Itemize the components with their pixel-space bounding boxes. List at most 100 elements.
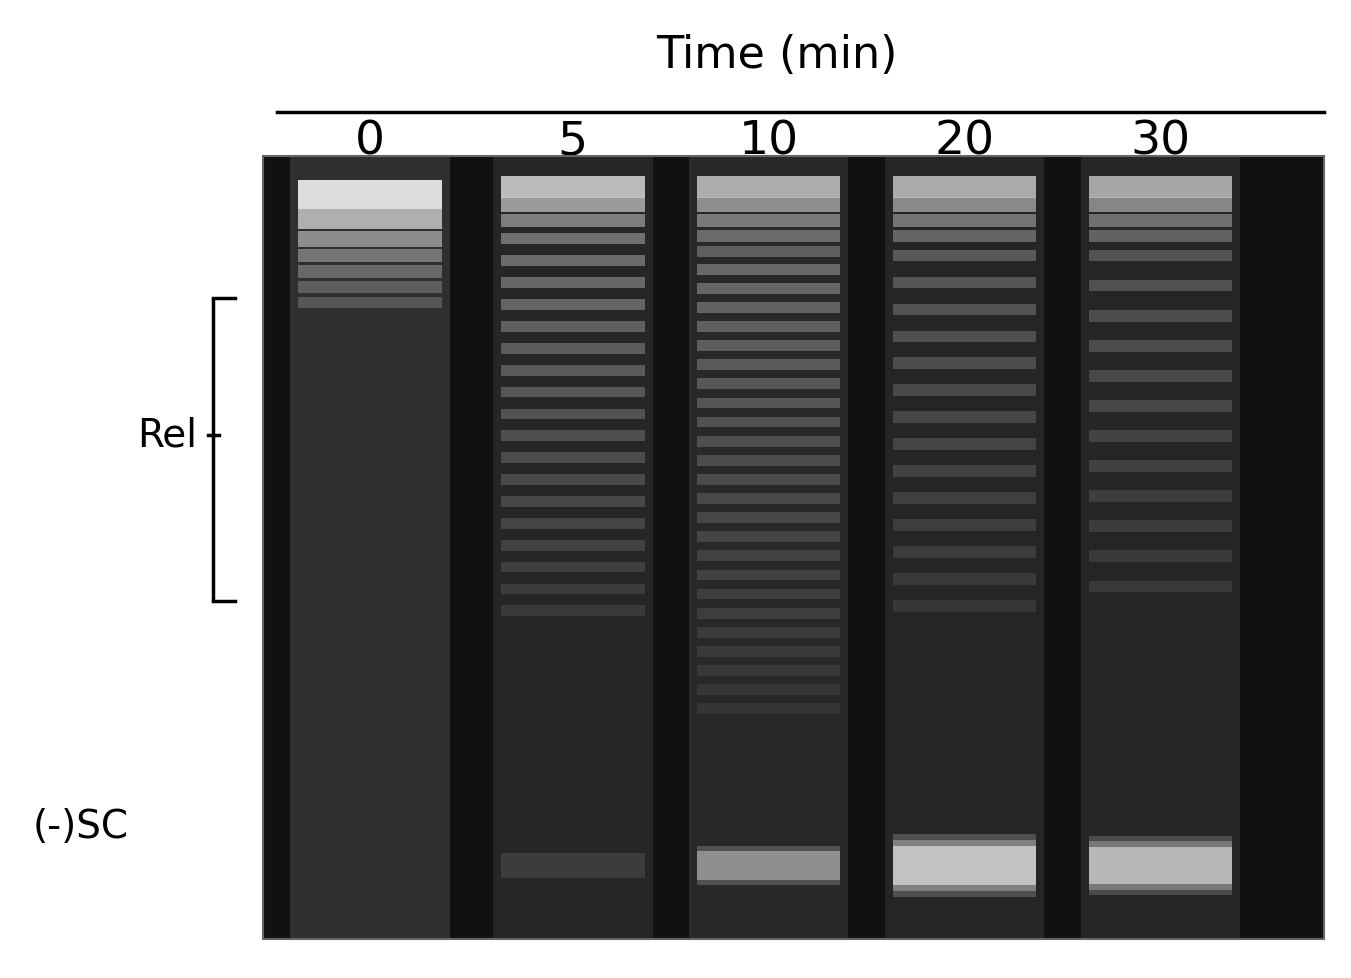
Bar	[893, 846, 1036, 885]
Bar	[697, 418, 840, 428]
Bar	[299, 181, 442, 210]
Bar	[501, 366, 644, 377]
Bar	[1089, 231, 1232, 243]
Bar	[1081, 156, 1240, 939]
Bar	[501, 235, 644, 244]
Bar	[697, 646, 840, 657]
Bar	[1089, 430, 1232, 442]
Bar	[697, 608, 840, 619]
Bar	[1089, 401, 1232, 413]
Bar	[697, 341, 840, 352]
Bar	[501, 278, 644, 289]
Bar	[1089, 836, 1232, 895]
Bar	[893, 198, 1036, 213]
Bar	[893, 439, 1036, 451]
Bar	[893, 412, 1036, 423]
Bar	[697, 474, 840, 485]
Bar	[501, 343, 644, 354]
Bar	[1089, 491, 1232, 503]
Bar	[885, 156, 1044, 939]
Bar	[299, 210, 442, 230]
Text: Time (min): Time (min)	[657, 34, 897, 77]
Bar	[697, 846, 840, 884]
Text: 5: 5	[558, 119, 588, 164]
Bar	[893, 304, 1036, 316]
Bar	[697, 246, 840, 258]
Bar	[697, 570, 840, 581]
Bar	[290, 156, 450, 939]
Bar	[501, 322, 644, 333]
Bar	[893, 834, 1036, 897]
Bar	[1089, 551, 1232, 562]
Bar	[501, 540, 644, 551]
Bar	[299, 297, 442, 309]
Bar	[697, 532, 840, 543]
Bar	[501, 215, 644, 228]
Bar	[697, 589, 840, 600]
Bar	[501, 518, 644, 529]
Text: 10: 10	[739, 119, 798, 164]
Bar	[1089, 461, 1232, 472]
Bar	[501, 387, 644, 398]
Bar	[1089, 841, 1232, 890]
Bar	[501, 256, 644, 267]
Bar	[893, 519, 1036, 531]
Bar	[263, 156, 1324, 939]
Bar	[299, 282, 442, 293]
Bar	[697, 685, 840, 695]
Bar	[697, 398, 840, 409]
Bar	[893, 573, 1036, 585]
Bar	[501, 562, 644, 573]
Bar	[501, 853, 644, 878]
Bar	[501, 497, 644, 508]
Bar	[1089, 340, 1232, 352]
Bar	[501, 198, 644, 213]
Bar	[697, 360, 840, 371]
Text: Rel: Rel	[138, 417, 197, 454]
Bar	[893, 332, 1036, 343]
Bar	[893, 215, 1036, 228]
Bar	[1089, 215, 1232, 228]
Bar	[893, 840, 1036, 891]
Bar	[697, 494, 840, 505]
Bar	[893, 231, 1036, 243]
Bar	[1089, 281, 1232, 292]
Bar	[1089, 581, 1232, 593]
Bar	[1089, 177, 1232, 199]
Bar	[501, 300, 644, 311]
Bar	[1089, 198, 1232, 213]
Bar	[697, 177, 840, 199]
Bar	[893, 547, 1036, 558]
Bar	[893, 177, 1036, 199]
Bar	[493, 156, 653, 939]
Bar	[501, 584, 644, 595]
Bar	[893, 358, 1036, 370]
Bar	[893, 466, 1036, 477]
Bar	[501, 453, 644, 464]
Bar	[697, 284, 840, 294]
Bar	[697, 551, 840, 561]
Bar	[689, 156, 848, 939]
Bar	[697, 851, 840, 880]
Bar	[697, 265, 840, 276]
Bar	[1089, 310, 1232, 322]
Bar	[697, 704, 840, 714]
Bar	[893, 250, 1036, 262]
Bar	[893, 385, 1036, 397]
Bar	[697, 231, 840, 243]
Bar	[697, 198, 840, 213]
Bar	[697, 215, 840, 228]
Bar	[1089, 847, 1232, 884]
Bar	[501, 177, 644, 199]
Bar	[697, 436, 840, 447]
Bar	[697, 627, 840, 638]
Bar	[697, 512, 840, 523]
Bar	[501, 431, 644, 442]
Bar	[1089, 250, 1232, 262]
Bar	[299, 249, 442, 263]
Text: (-)SC: (-)SC	[32, 808, 128, 845]
Bar	[893, 493, 1036, 505]
Bar	[501, 409, 644, 420]
Bar	[501, 606, 644, 617]
Bar	[697, 665, 840, 676]
